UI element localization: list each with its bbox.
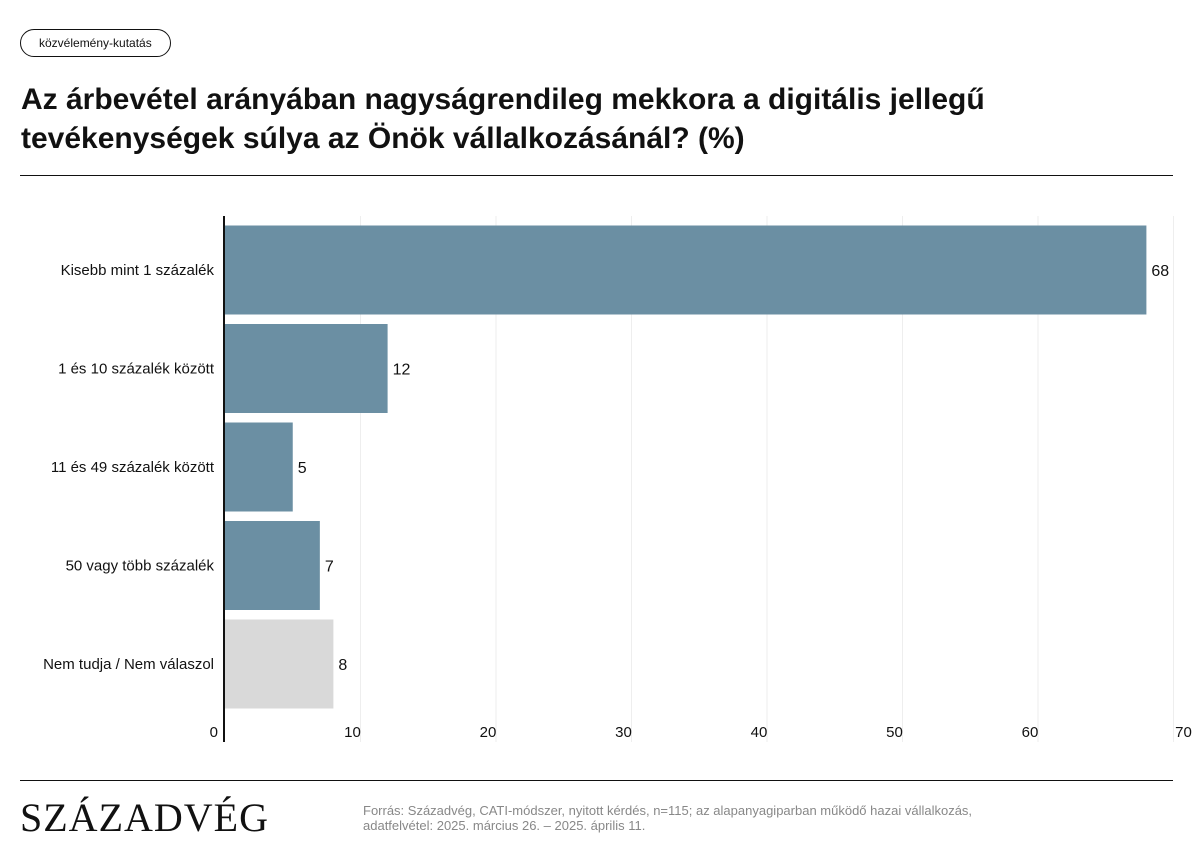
category-badge: közvélemény-kutatás (20, 29, 171, 57)
x-tick-label: 40 (751, 724, 768, 741)
bar-chart: Kisebb mint 1 százalék 1 és 10 százalék k… (43, 216, 1192, 742)
x-tick-label: 50 (886, 724, 903, 741)
bar (225, 619, 334, 709)
x-tick-label: 20 (480, 724, 497, 741)
category-label: 50 vagy több százalék (66, 558, 215, 575)
publisher-logo: SZÁZADVÉG (20, 795, 269, 840)
category-label: Kisebb mint 1 százalék (61, 262, 215, 279)
value-label: 68 (1151, 263, 1169, 280)
category-label: 1 és 10 százalék között (58, 361, 215, 378)
x-axis-ticks: 0 10 20 30 40 50 60 70 (210, 724, 1192, 741)
category-label: 11 és 49 százalék között (51, 459, 215, 476)
value-label: 5 (298, 460, 307, 477)
bars (225, 225, 1147, 709)
value-labels: 68 12 5 7 8 (298, 263, 1170, 674)
chart-title: Az árbevétel arányában nagyságrendileg m… (21, 83, 985, 155)
value-label: 8 (338, 657, 347, 674)
source-note: Forrás: Századvég, CATI-módszer, nyitott… (363, 803, 1063, 833)
x-tick-label: 10 (344, 724, 361, 741)
value-label: 7 (325, 559, 334, 576)
x-tick-label: 70 (1175, 724, 1192, 741)
source-line-1: Forrás: Századvég, CATI-módszer, nyitott… (363, 803, 973, 818)
footer-divider (20, 780, 1173, 781)
category-labels: Kisebb mint 1 százalék 1 és 10 százalék k… (43, 262, 215, 673)
bar (225, 324, 388, 413)
title-divider (20, 175, 1173, 176)
x-tick-label: 0 (210, 724, 218, 741)
x-tick-label: 30 (615, 724, 632, 741)
category-label: Nem tudja / Nem válaszol (43, 656, 214, 673)
bar (225, 521, 320, 610)
value-label: 12 (393, 362, 411, 379)
x-tick-label: 60 (1022, 724, 1039, 741)
bar (225, 422, 293, 512)
source-line-2: adatfelvétel: 2025. március 26. – 2025. … (363, 818, 646, 833)
bar (225, 225, 1147, 315)
